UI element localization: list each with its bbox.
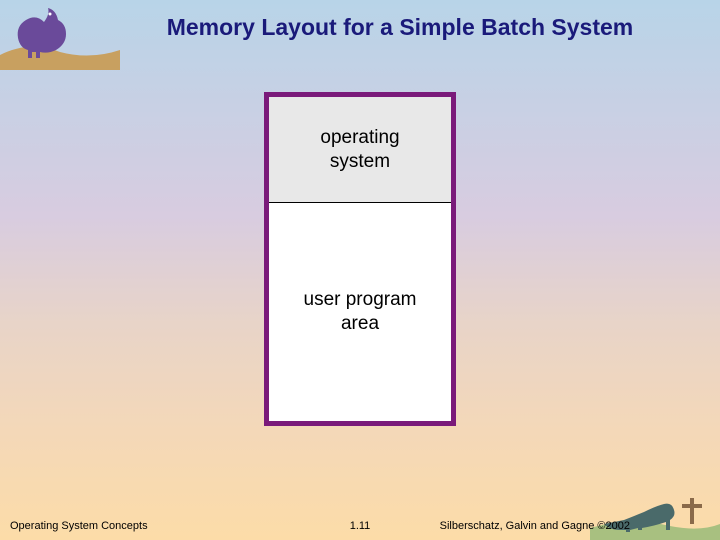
slide-title: Memory Layout for a Simple Batch System [100, 14, 700, 41]
footer-left-text: Operating System Concepts [10, 520, 148, 532]
memory-box-user: user program area [269, 203, 451, 421]
memory-box-os: operating system [269, 97, 451, 203]
footer-right-text: Silberschatz, Galvin and Gagne ©2002 [440, 520, 630, 532]
slide: Memory Layout for a Simple Batch System … [0, 0, 720, 540]
slide-footer: Operating System Concepts 1.11 Silbersch… [0, 512, 720, 532]
memory-diagram-frame: operating system user program area [264, 92, 456, 426]
memory-diagram: operating system user program area [264, 92, 456, 426]
footer-page-number: 1.11 [350, 520, 371, 532]
